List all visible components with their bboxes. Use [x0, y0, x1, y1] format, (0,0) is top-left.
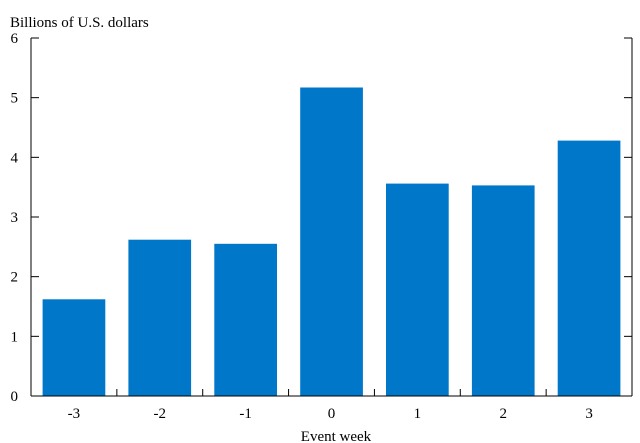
- y-tick-labels: 0 1 2 3 4 5 6: [11, 31, 19, 405]
- x-tick-label-1: 1: [414, 406, 422, 422]
- y-tick-label-3: 3: [11, 210, 19, 226]
- x-tick-label--2: -2: [154, 406, 167, 422]
- x-tick-label--1: -1: [239, 406, 252, 422]
- y-tick-label-5: 5: [11, 91, 19, 107]
- bar-3: [557, 140, 621, 396]
- y-axis-title: Billions of U.S. dollars: [10, 15, 149, 31]
- bar--2: [128, 239, 192, 396]
- x-axis-title: Event week: [301, 429, 372, 443]
- bar--1: [214, 243, 277, 396]
- bar-1: [386, 183, 449, 396]
- x-tick-label-3: 3: [585, 406, 593, 422]
- x-tick-labels: -3 -2 -1 0 1 2 3: [68, 406, 593, 422]
- y-tick-label-0: 0: [11, 389, 19, 405]
- y-tick-label-4: 4: [11, 150, 19, 166]
- y-tick-label-1: 1: [11, 329, 19, 345]
- bar-2: [471, 185, 535, 396]
- x-tick-label-0: 0: [328, 406, 336, 422]
- x-tick-label-2: 2: [499, 406, 507, 422]
- bars: [42, 87, 621, 396]
- bar-0: [300, 87, 363, 396]
- axes: [30, 37, 633, 397]
- y-tick-label-2: 2: [11, 270, 19, 286]
- x-tick-label--3: -3: [68, 406, 81, 422]
- bar--3: [42, 299, 106, 396]
- y-tick-label-6: 6: [11, 31, 19, 47]
